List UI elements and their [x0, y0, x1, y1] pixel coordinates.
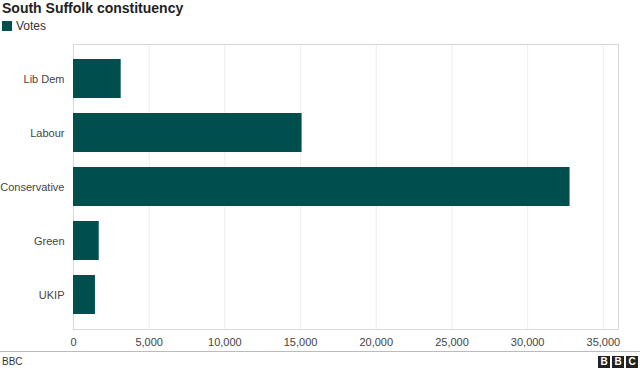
svg-text:0: 0	[70, 336, 76, 348]
svg-text:5,000: 5,000	[135, 336, 163, 348]
html-text:Votes: Votes	[16, 19, 46, 33]
svg-text:25,000: 25,000	[435, 336, 469, 348]
html-text:South Suffolk constituency: South Suffolk constituency	[2, 0, 184, 16]
svg-text:UKIP: UKIP	[39, 289, 65, 301]
svg-text:15,000: 15,000	[284, 336, 318, 348]
html-text:C: C	[628, 355, 636, 367]
html-text:B: B	[614, 355, 622, 367]
html-text:BBC: BBC	[2, 356, 23, 367]
svg-text:35,000: 35,000	[587, 336, 621, 348]
html-text:B: B	[600, 355, 608, 367]
svg-text:30,000: 30,000	[511, 336, 545, 348]
svg-text:Lib Dem: Lib Dem	[24, 73, 65, 85]
svg-text:Conservative: Conservative	[0, 181, 64, 193]
svg-text:20,000: 20,000	[359, 336, 393, 348]
svg-text:Green: Green	[34, 235, 65, 247]
svg-text:10,000: 10,000	[208, 336, 242, 348]
svg-text:Labour: Labour	[30, 127, 65, 139]
